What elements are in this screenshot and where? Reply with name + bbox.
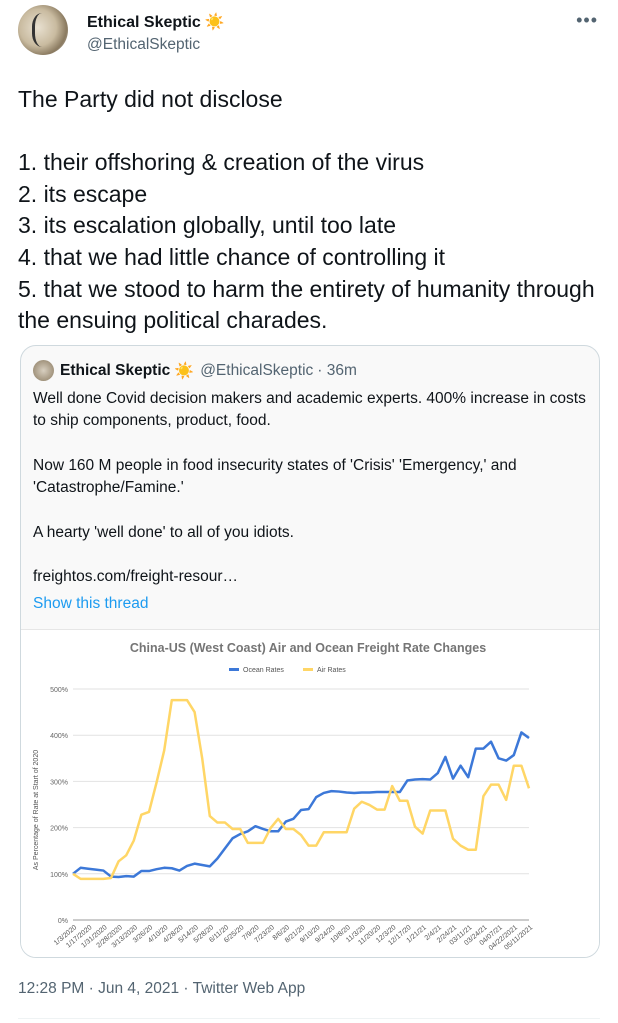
y-tick-label: 100% xyxy=(50,872,68,879)
y-tick-label: 0% xyxy=(58,918,68,925)
quoted-tweet[interactable]: Ethical Skeptic ☀️ @EthicalSkeptic · 36m… xyxy=(20,345,600,958)
y-tick-label: 300% xyxy=(50,779,68,786)
sun-emoji-icon: ☀️ xyxy=(204,14,225,31)
quote-author-name: Ethical Skeptic xyxy=(60,361,171,379)
legend-swatch-air xyxy=(303,668,313,671)
author-avatar[interactable] xyxy=(18,5,68,55)
more-options-icon[interactable]: ••• xyxy=(576,10,598,30)
quote-text: Well done Covid decision makers and acad… xyxy=(33,390,586,586)
author-handle[interactable]: @EthicalSkeptic xyxy=(87,36,201,53)
freight-rate-chart: China-US (West Coast) Air and Ocean Frei… xyxy=(33,641,534,952)
y-axis-title: As Percentage of Rate at Start of 2020 xyxy=(33,750,40,870)
legend: Ocean Rates Air Rates xyxy=(229,667,346,674)
legend-label-air: Air Rates xyxy=(317,667,346,674)
y-tick-label: 500% xyxy=(50,687,68,694)
chart-title: China-US (West Coast) Air and Ocean Frei… xyxy=(130,641,486,655)
legend-label-ocean: Ocean Rates xyxy=(243,667,284,674)
quote-avatar xyxy=(33,360,54,381)
chart-image[interactable]: China-US (West Coast) Air and Ocean Frei… xyxy=(21,629,599,957)
y-tick-label: 200% xyxy=(50,826,68,833)
author-name[interactable]: Ethical Skeptic ☀️ xyxy=(87,14,225,31)
divider xyxy=(18,1018,600,1019)
show-thread-link[interactable]: Show this thread xyxy=(33,595,149,612)
quote-time: · 36m xyxy=(317,361,357,379)
sun-emoji-icon: ☀️ xyxy=(174,362,195,380)
series-line-air-rates xyxy=(72,698,531,881)
series-line-ocean-rates xyxy=(72,731,530,879)
quote-header: Ethical Skeptic ☀️ @EthicalSkeptic · 36m xyxy=(33,360,357,381)
legend-swatch-ocean xyxy=(229,668,239,671)
quote-handle: @EthicalSkeptic xyxy=(200,361,314,379)
y-tick-label: 400% xyxy=(50,733,68,740)
tweet-text: The Party did not disclose 1. their offs… xyxy=(18,86,595,334)
tweet-timestamp[interactable]: 12:28 PM · Jun 4, 2021 · Twitter Web App xyxy=(18,980,306,997)
